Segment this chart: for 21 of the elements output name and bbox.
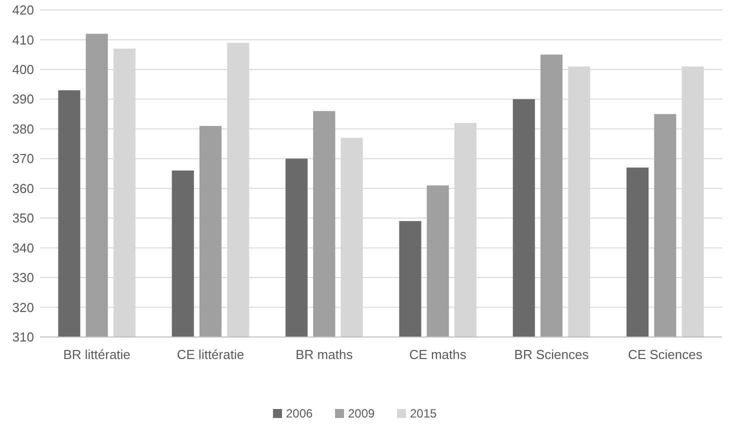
legend-label: 2006 <box>286 406 314 421</box>
y-tick-label: 370 <box>12 151 34 166</box>
x-tick-label: CE maths <box>409 347 467 362</box>
y-tick-label: 350 <box>12 210 34 226</box>
y-tick-label: 330 <box>12 270 34 286</box>
x-tick-label: BR maths <box>296 347 354 362</box>
legend-label: 2009 <box>348 406 376 421</box>
y-tick-label: 360 <box>12 180 34 196</box>
y-tick-label: 410 <box>12 32 34 48</box>
x-tick-label: CE littératie <box>176 347 244 362</box>
y-tick-label: 320 <box>12 300 34 315</box>
x-tick-label: CE Sciences <box>628 347 703 362</box>
x-tick-label: BR Sciences <box>514 347 590 362</box>
y-tick-label: 420 <box>12 2 34 18</box>
y-tick-label: 390 <box>12 92 34 107</box>
y-tick-label: 380 <box>12 121 34 136</box>
y-tick-label: 310 <box>12 330 34 345</box>
x-tick-label: BR littératie <box>63 347 130 362</box>
y-tick-label: 340 <box>12 240 34 256</box>
legend-label: 2015 <box>410 406 438 421</box>
y-tick-label: 400 <box>12 62 34 78</box>
